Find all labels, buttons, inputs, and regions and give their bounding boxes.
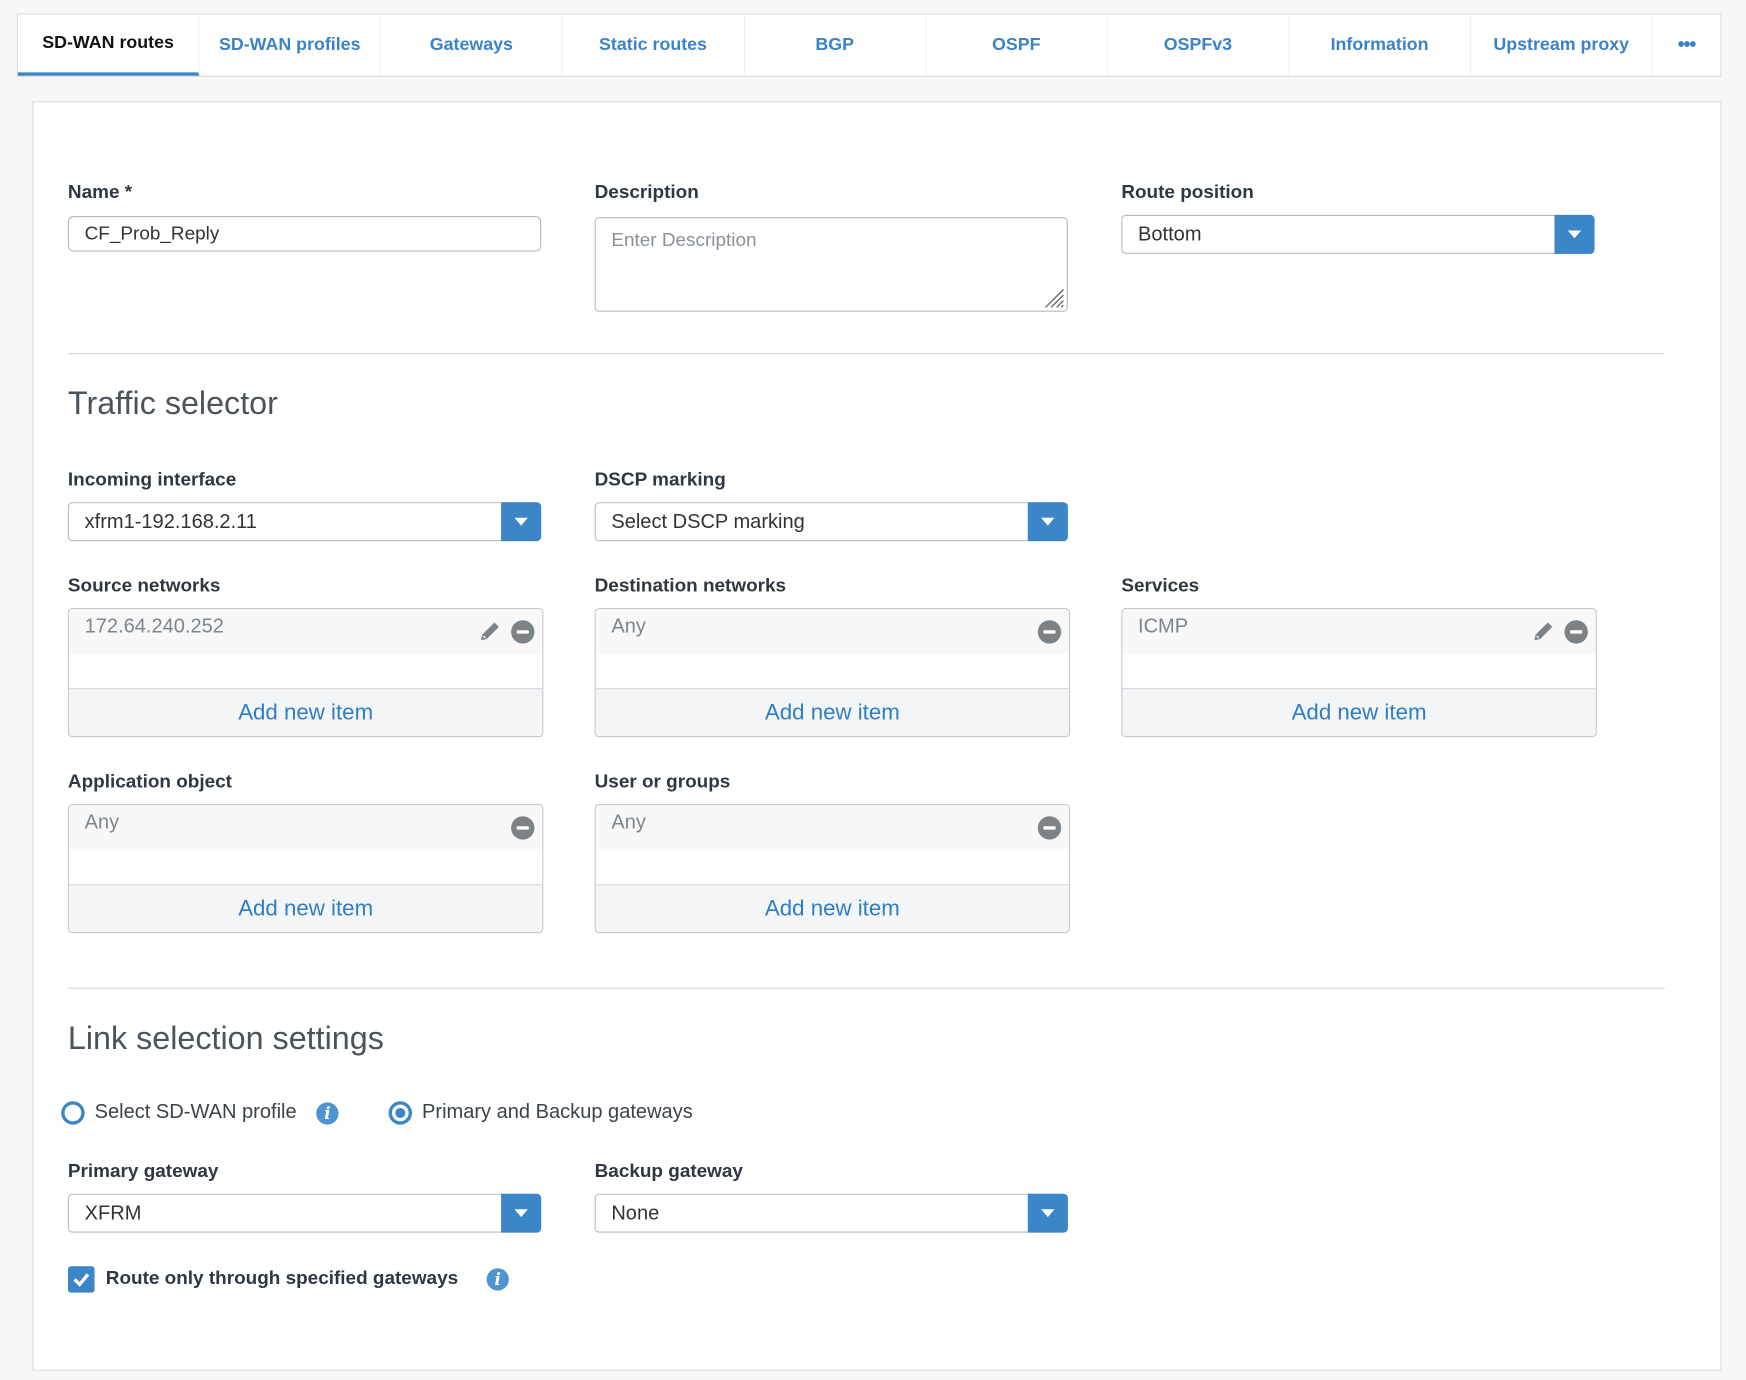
destination-networks-list: Any Add new item: [594, 607, 1071, 738]
incoming-interface-select[interactable]: xfrm1-192.168.2.11: [67, 502, 542, 542]
list-item: Any: [595, 805, 1069, 850]
dscp-marking-select[interactable]: Select DSCP marking: [594, 502, 1068, 542]
list-item-value: 172.64.240.252: [84, 614, 224, 637]
dscp-marking-label: DSCP marking: [594, 468, 726, 490]
list-item: ICMP: [1122, 609, 1596, 654]
add-new-item-button[interactable]: Add new item: [69, 884, 543, 933]
divider: [67, 987, 1665, 989]
tab-sd-wan-routes[interactable]: SD-WAN routes: [17, 14, 200, 76]
tab-bar: SD-WAN routes SD-WAN profiles Gateways S…: [16, 13, 1722, 77]
destination-networks-label: Destination networks: [594, 574, 787, 596]
traffic-selector-heading: Traffic selector: [67, 386, 278, 423]
list-item: Any: [69, 805, 543, 850]
radio-sd-wan-profile[interactable]: [61, 1101, 85, 1125]
radio-sd-wan-profile-label: Select SD-WAN profile: [94, 1100, 297, 1123]
incoming-interface-label: Incoming interface: [67, 468, 237, 490]
description-textarea[interactable]: Enter Description: [594, 217, 1068, 312]
tab-information[interactable]: Information: [1289, 14, 1471, 76]
list-item-value: ICMP: [1138, 614, 1189, 637]
info-icon[interactable]: i: [486, 1268, 509, 1291]
list-item: Any: [595, 609, 1069, 654]
primary-gateway-label: Primary gateway: [67, 1160, 219, 1182]
user-or-groups-label: User or groups: [594, 770, 731, 792]
add-new-item-button[interactable]: Add new item: [595, 884, 1069, 933]
chevron-down-icon[interactable]: [1027, 502, 1068, 542]
description-label: Description: [594, 181, 699, 203]
route-position-select[interactable]: Bottom: [1121, 214, 1595, 254]
services-list: ICMP Add new item: [1121, 607, 1597, 738]
backup-gateway-label: Backup gateway: [594, 1160, 743, 1182]
tab-ospf[interactable]: OSPF: [926, 14, 1108, 76]
route-only-label: Route only through specified gateways: [105, 1267, 459, 1289]
list-item-value: Any: [611, 614, 646, 637]
list-item-value: Any: [611, 810, 646, 833]
remove-icon[interactable]: [1564, 620, 1588, 644]
tab-upstream-proxy[interactable]: Upstream proxy: [1471, 14, 1653, 76]
tab-sd-wan-profiles[interactable]: SD-WAN profiles: [199, 14, 382, 76]
add-new-item-button[interactable]: Add new item: [595, 688, 1069, 737]
source-networks-list: 172.64.240.252 Add new item: [67, 607, 544, 738]
incoming-interface-value: xfrm1-192.168.2.11: [84, 509, 257, 533]
radio-primary-backup[interactable]: [388, 1101, 413, 1125]
list-item-value: Any: [84, 810, 120, 833]
chevron-down-icon[interactable]: [1027, 1193, 1068, 1233]
tab-gateways[interactable]: Gateways: [381, 14, 563, 76]
info-icon[interactable]: i: [316, 1102, 339, 1125]
tab-bgp[interactable]: BGP: [744, 14, 927, 76]
pencil-icon[interactable]: [478, 619, 502, 643]
tab-ospfv3[interactable]: OSPFv3: [1108, 14, 1290, 76]
link-selection-heading: Link selection settings: [67, 1021, 384, 1057]
route-position-value: Bottom: [1138, 222, 1202, 245]
remove-icon[interactable]: [1037, 620, 1062, 644]
primary-gateway-value: XFRM: [84, 1201, 142, 1224]
services-label: Services: [1121, 574, 1200, 596]
user-or-groups-list: Any Add new item: [594, 803, 1071, 934]
chevron-down-icon[interactable]: [501, 502, 542, 542]
remove-icon[interactable]: [511, 620, 535, 644]
backup-gateway-value: None: [611, 1201, 660, 1224]
dscp-marking-value: Select DSCP marking: [611, 509, 805, 533]
name-input[interactable]: CF_Prob_Reply: [67, 216, 542, 252]
radio-primary-backup-label: Primary and Backup gateways: [422, 1100, 693, 1123]
add-new-item-button[interactable]: Add new item: [1122, 688, 1596, 737]
primary-gateway-select[interactable]: XFRM: [67, 1193, 542, 1233]
chevron-down-icon[interactable]: [1554, 214, 1595, 254]
description-placeholder: Enter Description: [611, 229, 757, 251]
route-position-label: Route position: [1121, 181, 1254, 203]
remove-icon[interactable]: [511, 816, 535, 840]
route-only-checkbox[interactable]: [67, 1266, 95, 1293]
application-object-list: Any Add new item: [67, 803, 544, 934]
divider: [67, 352, 1665, 355]
add-new-item-button[interactable]: Add new item: [69, 688, 543, 737]
backup-gateway-select[interactable]: None: [594, 1193, 1068, 1233]
application-object-label: Application object: [67, 770, 232, 792]
chevron-down-icon[interactable]: [501, 1193, 542, 1233]
more-icon[interactable]: •••: [1677, 33, 1697, 56]
remove-icon[interactable]: [1037, 816, 1062, 840]
pencil-icon[interactable]: [1531, 619, 1555, 643]
source-networks-label: Source networks: [67, 574, 221, 596]
name-label: Name *: [67, 181, 133, 203]
list-item: 172.64.240.252: [69, 609, 543, 654]
resize-handle-icon[interactable]: [1040, 284, 1064, 308]
tab-static-routes[interactable]: Static routes: [563, 14, 745, 76]
